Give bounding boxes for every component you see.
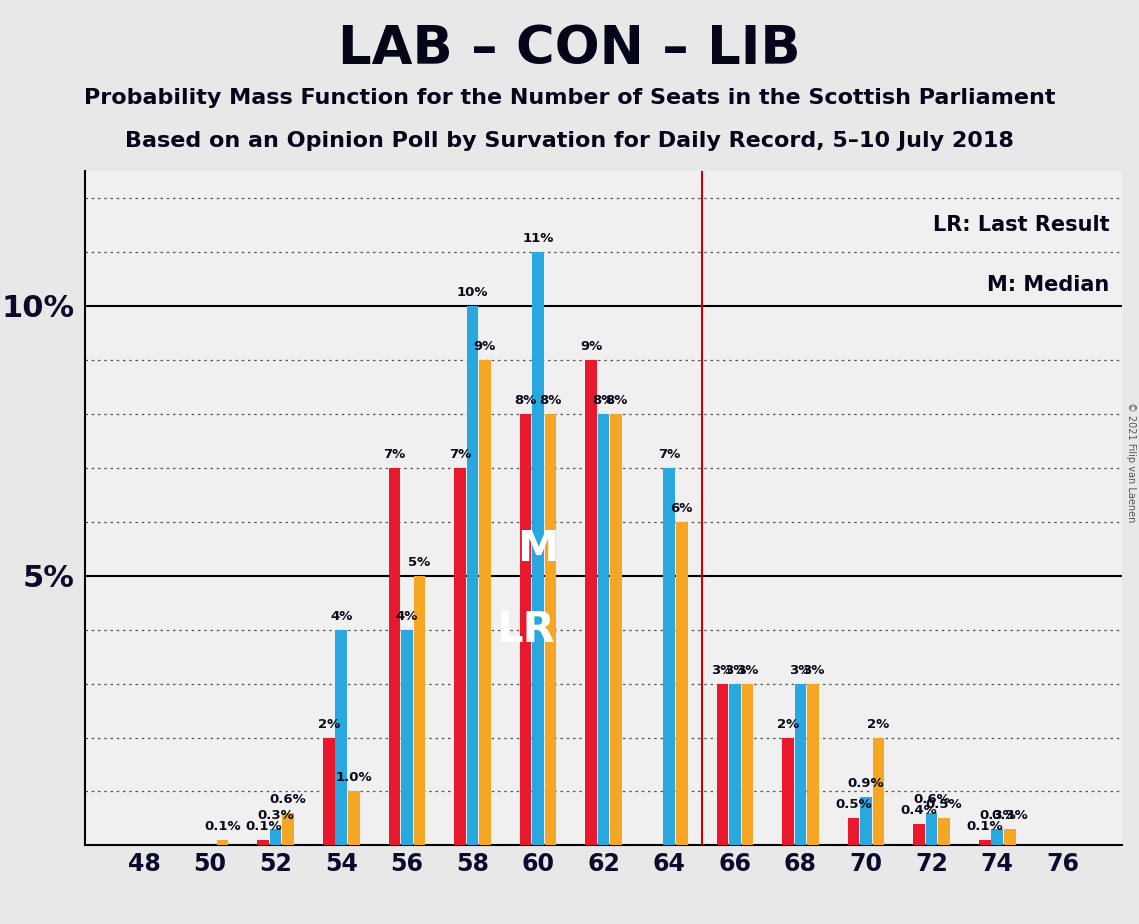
Text: 11%: 11% xyxy=(523,232,554,245)
Bar xyxy=(257,840,269,845)
Bar xyxy=(741,684,753,845)
Bar xyxy=(480,359,491,845)
Bar xyxy=(980,840,991,845)
Bar xyxy=(782,737,794,845)
Text: 8%: 8% xyxy=(515,394,536,407)
Text: 3%: 3% xyxy=(711,663,734,676)
Text: 0.1%: 0.1% xyxy=(245,820,281,833)
Text: 8%: 8% xyxy=(605,394,628,407)
Bar xyxy=(532,252,543,845)
Bar xyxy=(413,576,425,845)
Text: 4%: 4% xyxy=(395,610,418,623)
Bar xyxy=(544,414,556,845)
Text: 10%: 10% xyxy=(457,286,489,298)
Text: 7%: 7% xyxy=(658,448,680,461)
Text: 1.0%: 1.0% xyxy=(335,772,372,784)
Text: © 2021 Filip van Laenen: © 2021 Filip van Laenen xyxy=(1126,402,1136,522)
Bar xyxy=(519,414,532,845)
Bar xyxy=(467,306,478,845)
Bar xyxy=(795,684,806,845)
Bar xyxy=(847,819,860,845)
Text: 0.6%: 0.6% xyxy=(913,793,950,806)
Bar xyxy=(913,824,925,845)
Text: M: Median: M: Median xyxy=(988,275,1109,296)
Text: Based on an Opinion Poll by Survation for Daily Record, 5–10 July 2018: Based on an Opinion Poll by Survation fo… xyxy=(125,131,1014,152)
Bar xyxy=(388,468,400,845)
Text: 5%: 5% xyxy=(408,555,431,568)
Bar xyxy=(347,792,360,845)
Text: LR: Last Result: LR: Last Result xyxy=(933,214,1109,235)
Bar xyxy=(860,796,871,845)
Text: 7%: 7% xyxy=(384,448,405,461)
Text: 0.6%: 0.6% xyxy=(270,793,306,806)
Text: 6%: 6% xyxy=(671,502,693,515)
Bar xyxy=(323,737,335,845)
Bar xyxy=(808,684,819,845)
Bar xyxy=(611,414,622,845)
Text: 0.3%: 0.3% xyxy=(257,809,294,822)
Text: 0.1%: 0.1% xyxy=(204,820,240,833)
Text: LR: LR xyxy=(497,609,555,650)
Text: 0.9%: 0.9% xyxy=(847,777,884,790)
Text: 9%: 9% xyxy=(580,340,603,353)
Text: 0.3%: 0.3% xyxy=(991,809,1029,822)
Text: 0.4%: 0.4% xyxy=(901,804,937,817)
Text: 2%: 2% xyxy=(868,718,890,731)
Bar xyxy=(216,840,228,845)
Bar xyxy=(1003,829,1016,845)
Text: 4%: 4% xyxy=(330,610,352,623)
Bar xyxy=(454,468,466,845)
Text: 0.3%: 0.3% xyxy=(978,809,1016,822)
Text: 7%: 7% xyxy=(449,448,472,461)
Text: 2%: 2% xyxy=(318,718,339,731)
Text: LAB – CON – LIB: LAB – CON – LIB xyxy=(338,23,801,75)
Text: 0.5%: 0.5% xyxy=(926,798,962,811)
Text: 8%: 8% xyxy=(592,394,615,407)
Text: 8%: 8% xyxy=(540,394,562,407)
Bar xyxy=(336,629,347,845)
Bar xyxy=(598,414,609,845)
Text: 9%: 9% xyxy=(474,340,497,353)
Bar xyxy=(729,684,740,845)
Bar xyxy=(926,813,937,845)
Text: 3%: 3% xyxy=(789,663,812,676)
Bar xyxy=(939,819,950,845)
Text: 2%: 2% xyxy=(777,718,800,731)
Bar xyxy=(585,359,597,845)
Bar xyxy=(991,829,1003,845)
Bar xyxy=(872,737,884,845)
Bar xyxy=(282,813,294,845)
Bar xyxy=(675,522,688,845)
Text: 3%: 3% xyxy=(723,663,746,676)
Text: M: M xyxy=(517,528,559,570)
Bar xyxy=(401,629,412,845)
Bar xyxy=(270,829,281,845)
Text: 0.5%: 0.5% xyxy=(835,798,872,811)
Text: Probability Mass Function for the Number of Seats in the Scottish Parliament: Probability Mass Function for the Number… xyxy=(84,88,1055,108)
Bar xyxy=(664,468,675,845)
Text: 3%: 3% xyxy=(802,663,825,676)
Bar xyxy=(716,684,728,845)
Text: 3%: 3% xyxy=(736,663,759,676)
Text: 0.1%: 0.1% xyxy=(967,820,1003,833)
